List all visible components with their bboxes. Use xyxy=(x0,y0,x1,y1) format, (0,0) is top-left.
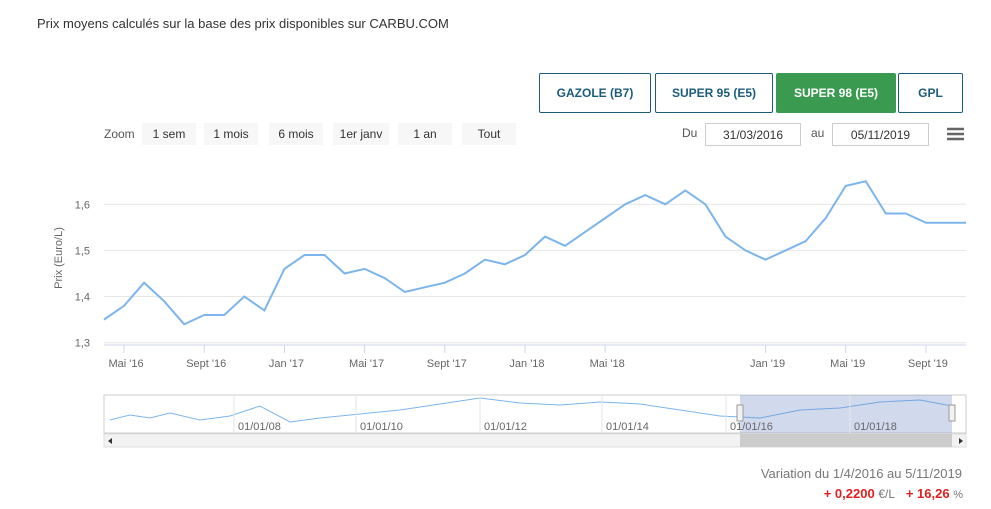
x-tick-label: Mai '16 xyxy=(108,358,143,370)
zoom-button[interactable]: 1er janv xyxy=(333,123,389,145)
zoom-button[interactable]: Tout xyxy=(462,123,516,145)
x-tick-label: Jan '18 xyxy=(509,358,544,370)
scrollbar-thumb[interactable] xyxy=(740,434,952,447)
unit: €/L xyxy=(878,487,895,501)
zoom-button[interactable]: 1 mois xyxy=(204,123,258,145)
navigator-label: 01/01/10 xyxy=(360,421,403,433)
x-tick-label: Mai '17 xyxy=(349,358,384,370)
from-label: Du xyxy=(682,126,698,140)
date-input[interactable]: 05/11/2019 xyxy=(832,123,929,146)
x-tick-label: Jan '17 xyxy=(269,358,304,370)
navigator xyxy=(103,394,967,434)
navigator-selection[interactable] xyxy=(740,395,952,433)
fuel-button[interactable]: GPL xyxy=(898,73,963,113)
variation: Variation du 1/4/2016 au 5/11/2019 xyxy=(760,466,962,481)
navigator-label: 01/01/12 xyxy=(484,421,527,433)
navigator-handle[interactable] xyxy=(736,404,744,422)
y-tick-label: 1,3 xyxy=(75,338,90,350)
unit: % xyxy=(953,489,963,501)
zoom-button[interactable]: 6 mois xyxy=(269,123,323,145)
y-tick-label: 1,5 xyxy=(75,245,90,257)
navigator-label: 01/01/16 xyxy=(730,421,773,433)
fuel-button[interactable]: GAZOLE (B7) xyxy=(539,73,651,113)
x-tick-label: Sept '16 xyxy=(186,358,226,370)
to-label: au xyxy=(811,126,825,140)
change: + 0,2200 €/L + 16,26 % xyxy=(824,486,963,501)
x-tick-label: Jan '19 xyxy=(750,358,785,370)
y-axis-label: Prix (Euro/L) xyxy=(53,227,65,289)
fuel-button[interactable]: SUPER 95 (E5) xyxy=(655,73,773,113)
menu-icon[interactable] xyxy=(947,127,964,141)
navigator-label: 01/01/14 xyxy=(606,421,649,433)
x-tick-label: Mai '18 xyxy=(590,358,625,370)
date-input[interactable]: 31/03/2016 xyxy=(705,123,801,146)
zoom-label: Zoom xyxy=(104,127,135,141)
navigator-label: 01/01/08 xyxy=(238,421,281,433)
zoom-button[interactable]: 1 an xyxy=(398,123,452,145)
change-pct: + 16,26 xyxy=(905,486,950,501)
series-line xyxy=(103,180,966,326)
x-tick-label: Mai '19 xyxy=(830,358,865,370)
y-tick-label: 1,6 xyxy=(75,199,90,211)
zoom-button[interactable]: 1 sem xyxy=(142,123,196,145)
x-tick-label: Sept '17 xyxy=(427,358,467,370)
fuel-button[interactable]: SUPER 98 (E5) xyxy=(776,73,896,113)
y-tick-label: 1,4 xyxy=(75,292,90,304)
note: Prix moyens calculés sur la base des pri… xyxy=(37,16,449,31)
navigator-label: 01/01/18 xyxy=(854,421,897,433)
navigator-handle[interactable] xyxy=(948,404,956,422)
change-abs: + 0,2200 xyxy=(823,486,875,501)
x-tick-label: Sept '19 xyxy=(908,358,948,370)
